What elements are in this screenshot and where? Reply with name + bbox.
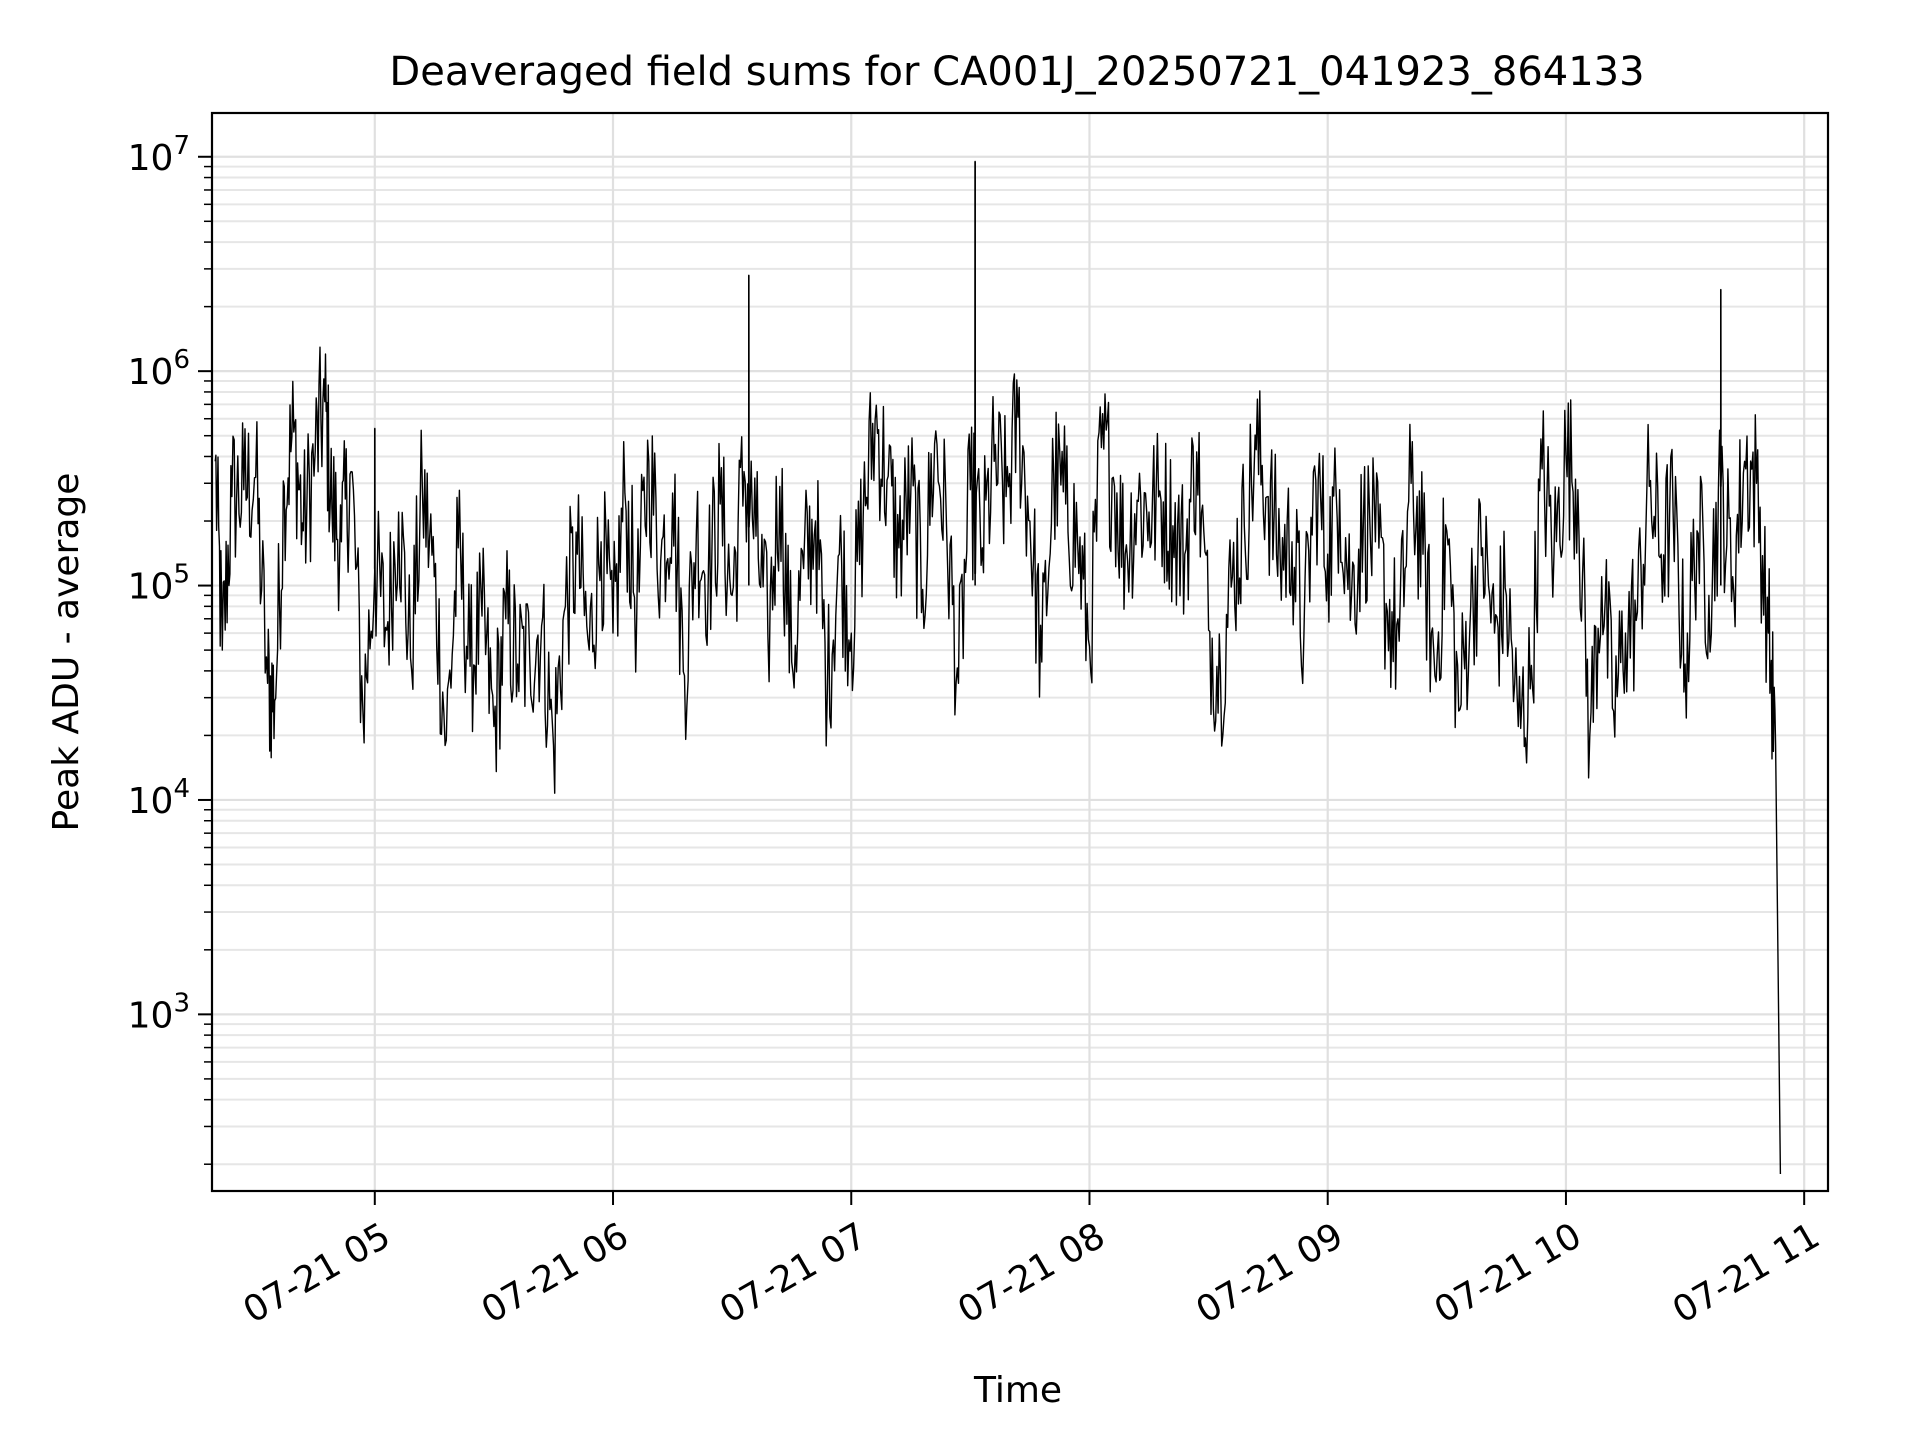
y-tick-exponent: 3 (173, 988, 190, 1018)
y-tick-base: 10 (128, 138, 174, 179)
y-tick-label: 103 (128, 988, 190, 1036)
y-tick-label: 106 (128, 345, 190, 393)
y-tick-base: 10 (128, 995, 174, 1036)
plot-frame (210, 111, 1830, 1193)
chart-title: Deaveraged field sums for CA001J_2025072… (389, 49, 1644, 95)
y-tick-label: 104 (128, 774, 190, 822)
y-tick-base: 10 (128, 567, 174, 608)
x-axis-label: Time (973, 1370, 1062, 1411)
y-tick-base: 10 (128, 352, 174, 393)
y-tick-exponent: 7 (173, 131, 190, 161)
y-axis-label: Peak ADU - average (46, 473, 87, 832)
series (214, 160, 1782, 1175)
y-tick-exponent: 4 (173, 774, 190, 804)
y-tick-label: 107 (128, 131, 190, 179)
y-tick-base: 10 (128, 781, 174, 822)
y-tick-exponent: 5 (173, 560, 190, 590)
y-tick-exponent: 6 (173, 345, 190, 375)
grid (212, 113, 1828, 1191)
series-line (214, 160, 1782, 1175)
y-tick-label: 105 (128, 560, 190, 608)
